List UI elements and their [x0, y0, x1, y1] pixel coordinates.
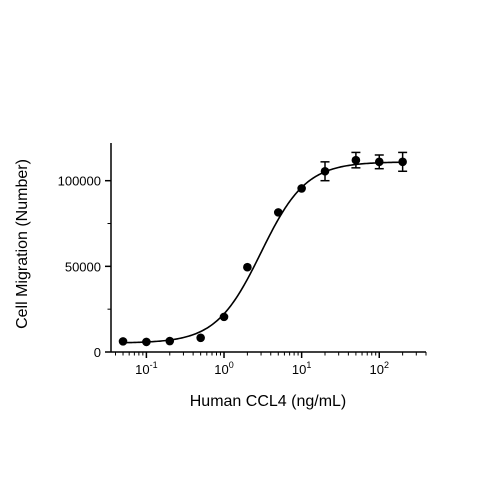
y-tick-label: 50000: [65, 259, 101, 274]
y-axis-title: Cell Migration (Number): [14, 159, 31, 329]
data-point: [374, 157, 384, 167]
data-points: [118, 155, 407, 347]
x-ticks: 10-1 100 101 102: [115, 352, 427, 377]
y-ticks: 0 50000 100000: [58, 174, 111, 360]
fit-curve: [123, 161, 403, 344]
x-tick-label: 10-1: [135, 360, 157, 377]
x-tick-label: 100: [214, 360, 233, 377]
error-bars: [320, 151, 408, 182]
data-point: [398, 157, 407, 167]
data-point: [243, 262, 252, 272]
axes: [110, 143, 426, 353]
x-tick-label: 102: [370, 360, 389, 377]
data-point: [320, 166, 330, 176]
data-point: [273, 208, 283, 217]
y-tick-label: 0: [94, 345, 101, 360]
data-point: [142, 337, 151, 347]
data-point: [219, 312, 229, 322]
data-point: [351, 155, 361, 165]
x-tick-label: 101: [292, 360, 311, 377]
x-axis-title: Human CCL4 (ng/mL): [190, 393, 347, 410]
data-point: [165, 336, 175, 346]
y-tick-label: 100000: [58, 174, 101, 189]
data-point: [297, 184, 306, 193]
data-point: [196, 333, 205, 343]
data-point: [118, 337, 128, 346]
